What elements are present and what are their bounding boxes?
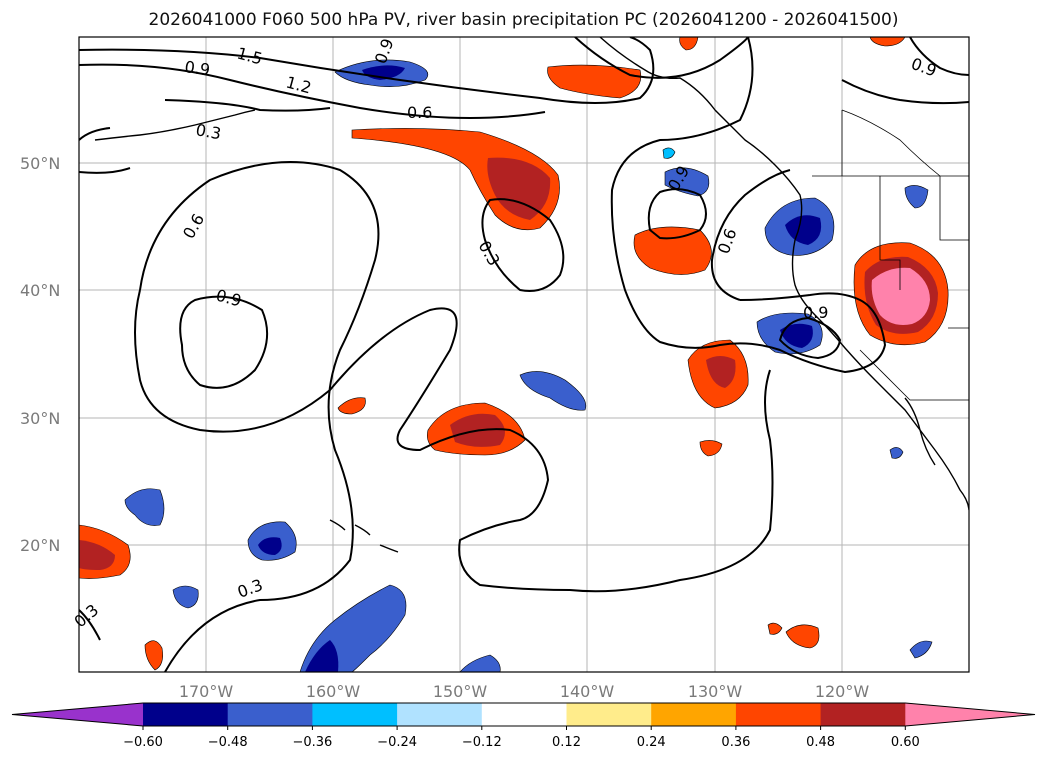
colorbar: −0.60 −0.48 −0.36 −0.24 −0.12 0.12 0.24 0.36 0.4… — [11, 702, 1036, 750]
lon-label-160w: 160°W — [306, 682, 361, 701]
colorbar-tick-label: −0.60 — [123, 735, 163, 750]
lon-labels: 170°W 160°W 150°W 140°W 130°W 120°W — [179, 682, 870, 701]
lat-label-40n: 40°N — [20, 281, 60, 300]
colorbar-swatch — [905, 703, 1035, 726]
pv-contours — [79, 37, 969, 672]
lat-label-30n: 30°N — [20, 409, 60, 428]
lat-label-50n: 50°N — [20, 154, 60, 173]
colorbar-tick-label: 0.60 — [891, 735, 920, 750]
map-area — [79, 37, 969, 672]
borders — [812, 109, 969, 401]
contour-label: 0.9 — [183, 57, 211, 79]
lat-label-20n: 20°N — [20, 536, 60, 555]
colorbar-tick-label: 0.36 — [721, 735, 750, 750]
lat-labels: 50°N 40°N 30°N 20°N — [20, 154, 60, 555]
colorbar-tick-label: 0.12 — [552, 735, 581, 750]
precip-shading — [79, 37, 949, 672]
colorbar-swatch — [820, 703, 906, 726]
lon-label-150w: 150°W — [433, 682, 488, 701]
coastlines — [94, 37, 969, 553]
lon-label-170w: 170°W — [179, 682, 234, 701]
lon-label-130w: 130°W — [688, 682, 743, 701]
colorbar-swatch — [481, 703, 567, 726]
colorbar-tick-label: 0.48 — [806, 735, 835, 750]
contour-label: 0.3 — [194, 120, 222, 143]
map-title: 2026041000 F060 500 hPa PV, river basin … — [148, 10, 899, 30]
contour-label: 0.6 — [407, 103, 432, 122]
colorbar-swatch — [397, 703, 483, 726]
colorbar-swatch — [735, 703, 822, 726]
map-frame — [78, 36, 970, 673]
contour-label: 0.9 — [803, 303, 828, 322]
lon-label-120w: 120°W — [815, 682, 870, 701]
colorbar-tick-label: 0.24 — [637, 735, 666, 750]
colorbar-tick-label: −0.24 — [377, 735, 417, 750]
colorbar-tick-label: −0.48 — [208, 735, 248, 750]
colorbar-swatch — [143, 703, 229, 726]
colorbar-tick-label: −0.36 — [292, 735, 332, 750]
colorbar-swatch — [566, 703, 652, 726]
lon-label-140w: 140°W — [560, 682, 615, 701]
colorbar-swatch — [12, 703, 143, 726]
colorbar-swatch — [651, 703, 737, 726]
colorbar-swatch — [312, 703, 398, 726]
colorbar-tick-label: −0.12 — [462, 735, 502, 750]
colorbar-swatch — [227, 703, 313, 726]
